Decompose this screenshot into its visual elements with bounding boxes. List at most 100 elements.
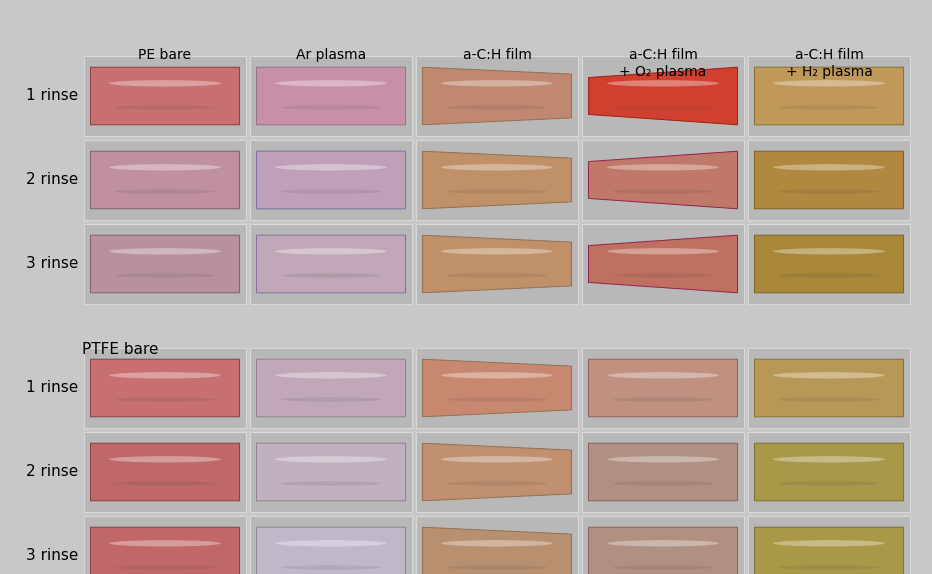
- Ellipse shape: [275, 80, 387, 87]
- Ellipse shape: [275, 372, 387, 378]
- Ellipse shape: [275, 456, 387, 463]
- Bar: [250, 516, 412, 574]
- Ellipse shape: [446, 189, 547, 194]
- Ellipse shape: [109, 248, 221, 254]
- Ellipse shape: [446, 565, 547, 570]
- Bar: [84, 348, 246, 428]
- Bar: [748, 56, 910, 136]
- Ellipse shape: [612, 397, 713, 402]
- Bar: [748, 348, 910, 428]
- FancyBboxPatch shape: [256, 151, 405, 209]
- Polygon shape: [588, 67, 737, 125]
- Bar: [582, 224, 744, 304]
- FancyBboxPatch shape: [90, 151, 240, 209]
- FancyBboxPatch shape: [588, 359, 737, 417]
- Ellipse shape: [115, 189, 215, 194]
- Ellipse shape: [774, 540, 884, 546]
- Bar: [84, 516, 246, 574]
- Ellipse shape: [446, 273, 547, 278]
- Ellipse shape: [281, 105, 381, 110]
- Ellipse shape: [607, 372, 719, 378]
- Text: 3 rinse: 3 rinse: [25, 549, 78, 564]
- FancyBboxPatch shape: [90, 67, 240, 125]
- FancyBboxPatch shape: [755, 67, 903, 125]
- FancyBboxPatch shape: [256, 527, 405, 574]
- Ellipse shape: [275, 248, 387, 254]
- FancyBboxPatch shape: [755, 359, 903, 417]
- Ellipse shape: [446, 105, 547, 110]
- Bar: [84, 140, 246, 220]
- Bar: [250, 56, 412, 136]
- Polygon shape: [588, 151, 737, 209]
- Ellipse shape: [109, 456, 221, 463]
- Text: PTFE bare: PTFE bare: [82, 342, 158, 357]
- Bar: [250, 432, 412, 512]
- Bar: [250, 348, 412, 428]
- Ellipse shape: [115, 397, 215, 402]
- FancyBboxPatch shape: [588, 527, 737, 574]
- FancyBboxPatch shape: [90, 235, 240, 293]
- Polygon shape: [422, 151, 571, 209]
- Ellipse shape: [281, 189, 381, 194]
- Ellipse shape: [612, 482, 713, 486]
- Text: a-C:H film
+ O₂ plasma: a-C:H film + O₂ plasma: [619, 48, 706, 79]
- Bar: [416, 56, 578, 136]
- Text: 2 rinse: 2 rinse: [26, 173, 78, 188]
- Ellipse shape: [779, 565, 879, 570]
- Text: 2 rinse: 2 rinse: [26, 464, 78, 479]
- Ellipse shape: [281, 397, 381, 402]
- Bar: [250, 140, 412, 220]
- Ellipse shape: [275, 540, 387, 546]
- Ellipse shape: [774, 372, 884, 378]
- Ellipse shape: [779, 397, 879, 402]
- FancyBboxPatch shape: [256, 235, 405, 293]
- Ellipse shape: [774, 456, 884, 463]
- FancyBboxPatch shape: [755, 527, 903, 574]
- Polygon shape: [588, 235, 737, 293]
- Bar: [250, 224, 412, 304]
- Text: 1 rinse: 1 rinse: [26, 381, 78, 395]
- Ellipse shape: [441, 80, 553, 87]
- Ellipse shape: [607, 164, 719, 170]
- Polygon shape: [422, 235, 571, 293]
- Text: a-C:H film: a-C:H film: [462, 48, 531, 62]
- FancyBboxPatch shape: [755, 443, 903, 501]
- Text: PE bare: PE bare: [139, 48, 191, 62]
- Ellipse shape: [441, 372, 553, 378]
- Bar: [416, 140, 578, 220]
- Ellipse shape: [612, 189, 713, 194]
- Text: 1 rinse: 1 rinse: [26, 88, 78, 103]
- Bar: [84, 56, 246, 136]
- FancyBboxPatch shape: [90, 527, 240, 574]
- Ellipse shape: [446, 397, 547, 402]
- Bar: [748, 516, 910, 574]
- Ellipse shape: [779, 482, 879, 486]
- Ellipse shape: [281, 565, 381, 570]
- Ellipse shape: [612, 565, 713, 570]
- Ellipse shape: [109, 372, 221, 378]
- Ellipse shape: [115, 482, 215, 486]
- Ellipse shape: [109, 80, 221, 87]
- FancyBboxPatch shape: [90, 359, 240, 417]
- Ellipse shape: [607, 248, 719, 254]
- Ellipse shape: [607, 540, 719, 546]
- Bar: [582, 140, 744, 220]
- Ellipse shape: [779, 189, 879, 194]
- Bar: [416, 224, 578, 304]
- Ellipse shape: [441, 456, 553, 463]
- Ellipse shape: [612, 105, 713, 110]
- Bar: [748, 140, 910, 220]
- FancyBboxPatch shape: [256, 359, 405, 417]
- Bar: [416, 348, 578, 428]
- Bar: [582, 56, 744, 136]
- Ellipse shape: [109, 164, 221, 170]
- Bar: [748, 224, 910, 304]
- Bar: [84, 224, 246, 304]
- Polygon shape: [422, 67, 571, 125]
- Bar: [748, 432, 910, 512]
- Polygon shape: [422, 359, 571, 417]
- Bar: [416, 516, 578, 574]
- Ellipse shape: [281, 482, 381, 486]
- Ellipse shape: [441, 164, 553, 170]
- Text: a-C:H film
+ H₂ plasma: a-C:H film + H₂ plasma: [786, 48, 872, 79]
